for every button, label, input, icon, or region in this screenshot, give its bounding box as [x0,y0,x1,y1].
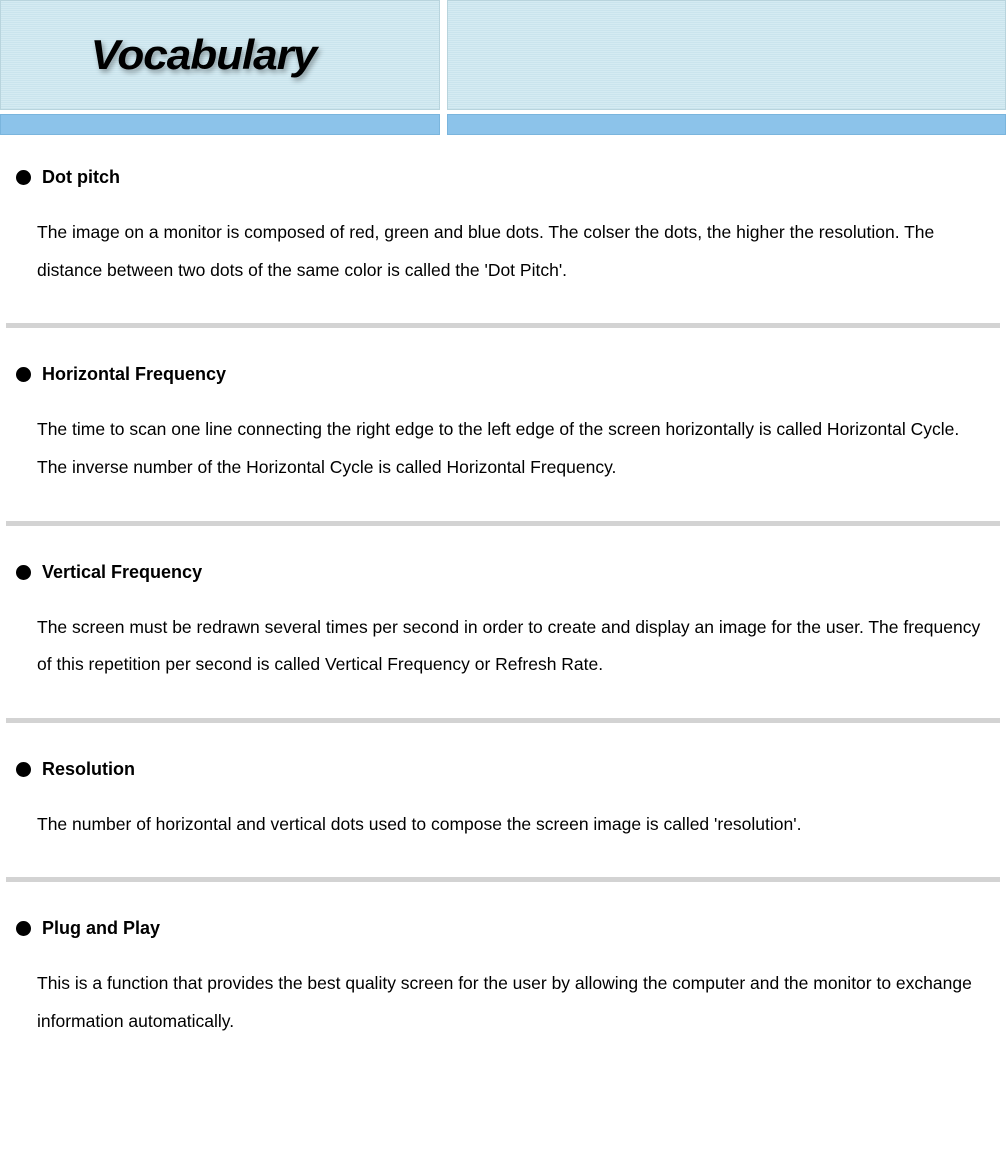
header-underline-row [0,114,1006,135]
term-title: Vertical Frequency [42,562,202,583]
bullet-icon [16,367,31,382]
term-title: Plug and Play [42,918,160,939]
term-block: Horizontal Frequency The time to scan on… [0,364,1006,486]
term-description: The screen must be redrawn several times… [10,609,996,684]
header-title-panel: Vocabulary [0,0,440,110]
term-block: Plug and Play This is a function that pr… [0,918,1006,1040]
section-divider [6,521,1000,526]
bullet-icon [16,762,31,777]
term-title: Resolution [42,759,135,780]
term-header: Dot pitch [10,167,996,188]
bullet-icon [16,565,31,580]
section-divider [6,718,1000,723]
term-description: This is a function that provides the bes… [10,965,996,1040]
header-underline-right [447,114,1006,135]
header-spacer-panel [447,0,1006,110]
term-header: Vertical Frequency [10,562,996,583]
term-header: Plug and Play [10,918,996,939]
page-title: Vocabulary [91,31,317,79]
term-block: Dot pitch The image on a monitor is comp… [0,167,1006,289]
page-header: Vocabulary [0,0,1006,110]
term-title: Horizontal Frequency [42,364,226,385]
bullet-icon [16,921,31,936]
term-title: Dot pitch [42,167,120,188]
term-description: The image on a monitor is composed of re… [10,214,996,289]
content-area: Dot pitch The image on a monitor is comp… [0,135,1006,1041]
term-block: Vertical Frequency The screen must be re… [0,562,1006,684]
term-block: Resolution The number of horizontal and … [0,759,1006,844]
term-header: Horizontal Frequency [10,364,996,385]
section-divider [6,323,1000,328]
bullet-icon [16,170,31,185]
term-description: The time to scan one line connecting the… [10,411,996,486]
header-underline-left [0,114,440,135]
term-description: The number of horizontal and vertical do… [10,806,996,844]
term-header: Resolution [10,759,996,780]
section-divider [6,877,1000,882]
